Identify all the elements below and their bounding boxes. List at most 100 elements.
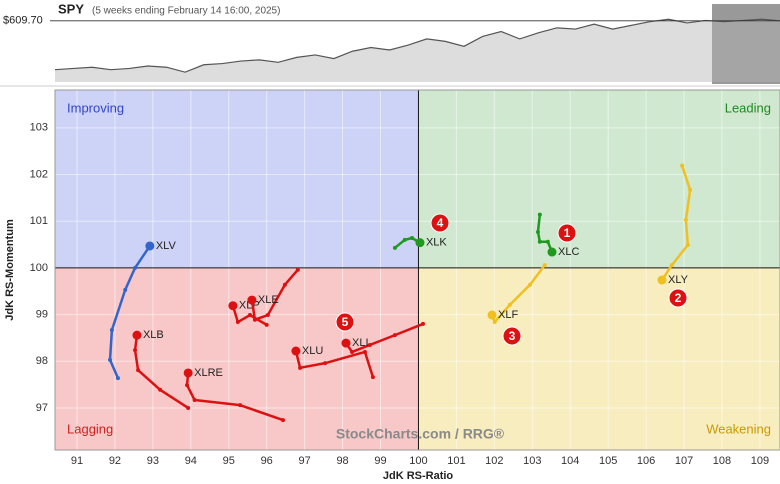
tail-point (265, 313, 270, 318)
tail-point (680, 163, 685, 168)
tail-point (421, 321, 426, 326)
tail-point (542, 263, 547, 268)
marker-number: 2 (675, 291, 682, 305)
tail-point (295, 267, 300, 272)
series-label: XLRE (194, 367, 223, 379)
quadrant-label: Leading (725, 100, 771, 115)
tail-point (252, 317, 257, 322)
marker-badge (335, 312, 355, 332)
price-panel: SPY (5 weeks ending February 14 16:00, 2… (58, 1, 780, 84)
x-tick-label: 106 (637, 455, 655, 467)
last-price-label: $609.70 (3, 15, 43, 27)
price-area (55, 19, 780, 82)
tail-point (370, 375, 375, 380)
head (341, 338, 351, 348)
tail-point (392, 245, 397, 250)
tail-point (537, 239, 542, 244)
tail (108, 245, 151, 379)
x-axis-title: JdK RS-Ratio (383, 470, 454, 482)
marker-badge (557, 223, 577, 243)
quadrant-lagging (55, 267, 419, 450)
x-tick-label: 108 (713, 455, 731, 467)
x-tick-label: 98 (336, 455, 348, 467)
marker-badge (668, 288, 688, 308)
x-tick-label: 95 (223, 455, 235, 467)
tail-point (133, 348, 138, 353)
tail-point (402, 237, 407, 242)
tail-point (298, 365, 303, 370)
x-tick-label: 107 (675, 455, 693, 467)
series-label: XLU (302, 345, 323, 357)
tail-point (158, 387, 163, 392)
y-tick-label: 97 (36, 402, 48, 414)
x-tick-label: 104 (561, 455, 579, 467)
head (657, 275, 667, 285)
series-label: XLF (498, 309, 518, 321)
tail-point (362, 349, 367, 354)
y-tick-label: 101 (30, 215, 48, 227)
tail-point (186, 405, 191, 410)
series-label: XLI (352, 337, 369, 349)
head (247, 295, 257, 305)
tail-point (492, 320, 497, 325)
tail-point (264, 322, 269, 327)
tail-point (123, 287, 128, 292)
y-tick-label: 98 (36, 355, 48, 367)
quadrant-label: Weakening (706, 421, 771, 436)
quadrant-improving (55, 90, 419, 268)
tail-point (367, 342, 372, 347)
tail-point (535, 229, 540, 234)
x-tick-label: 97 (299, 455, 311, 467)
window-shade (712, 4, 780, 84)
watermark: StockCharts.com / RRG® (336, 426, 505, 442)
marker-number: 3 (509, 329, 516, 343)
tail-point (108, 357, 113, 362)
tail-point (185, 383, 190, 388)
quadrant-label: Improving (67, 100, 124, 115)
head (415, 238, 425, 248)
tail-point (527, 282, 532, 287)
series-label: XLC (558, 246, 579, 258)
tail-point (115, 376, 120, 381)
tail (231, 305, 268, 326)
head (145, 241, 155, 251)
x-tick-label: 100 (409, 455, 427, 467)
x-tick-label: 93 (147, 455, 159, 467)
tail (660, 165, 692, 281)
quadrant-leading (418, 90, 780, 268)
series-label: XLB (143, 329, 164, 341)
y-tick-label: 99 (36, 308, 48, 320)
tail-point (192, 398, 197, 403)
tail-point (669, 263, 674, 268)
tail (394, 236, 421, 249)
tail-point (235, 320, 240, 325)
series-label: XLV (156, 240, 177, 252)
head (132, 330, 142, 340)
tail-point (685, 243, 690, 248)
head (228, 301, 238, 311)
tail-point (109, 328, 114, 332)
tail-point (537, 212, 542, 217)
x-tick-label: 92 (109, 455, 121, 467)
x-tick-label: 105 (599, 455, 617, 467)
tail-point (282, 282, 287, 287)
tail-point (136, 368, 141, 373)
x-tick-label: 109 (751, 455, 769, 467)
y-axis-title: JdK RS-Momentum (4, 219, 16, 321)
x-tick-label: 91 (71, 455, 83, 467)
plot-frame (54, 89, 780, 451)
head (547, 247, 557, 257)
head (291, 346, 301, 356)
marker-number: 5 (342, 315, 349, 329)
tail-point (281, 418, 286, 423)
tail-point (133, 265, 138, 270)
series-label: XLK (426, 237, 447, 249)
tail-point (683, 217, 688, 222)
series-label: XLY (668, 274, 689, 286)
x-tick-label: 101 (447, 455, 465, 467)
tail-point (409, 236, 414, 241)
head (183, 368, 193, 378)
marker-number: 4 (437, 216, 444, 230)
tail-point (507, 302, 512, 307)
